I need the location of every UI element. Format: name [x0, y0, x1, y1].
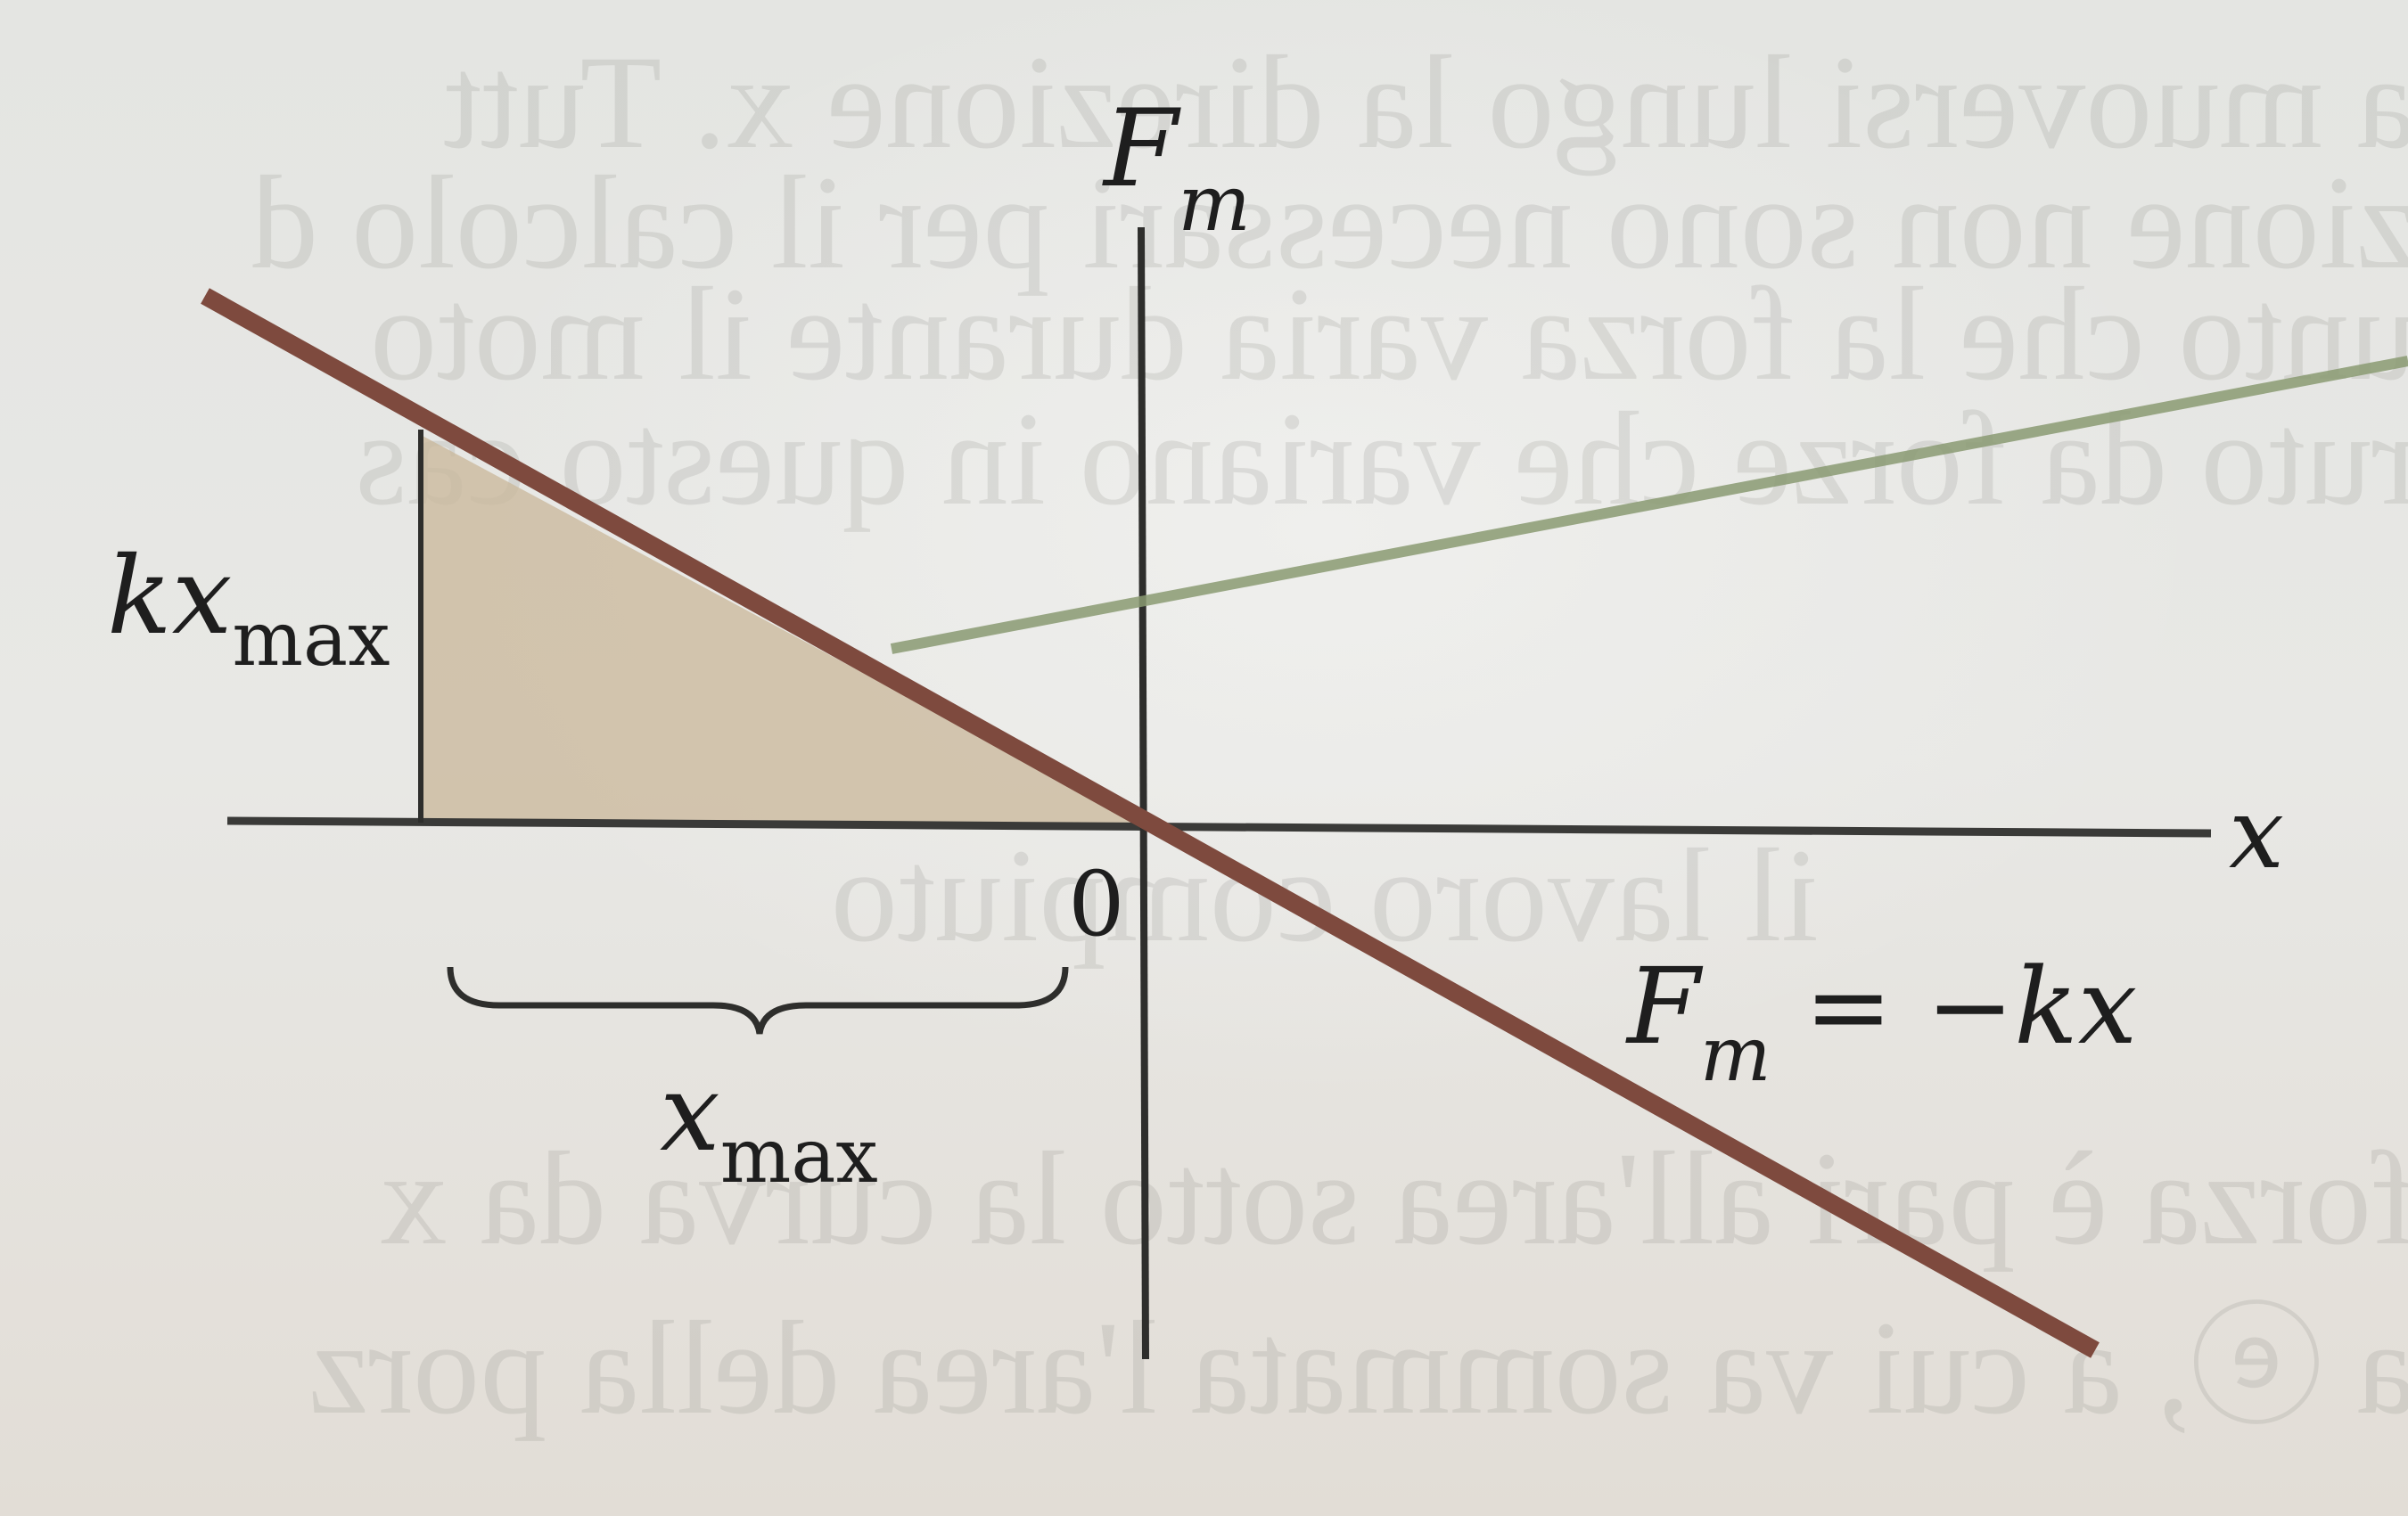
equation-label: Fm = −kx [1627, 954, 2137, 1092]
xmax-label: xmax [660, 1061, 878, 1194]
xmax-label-main: x [660, 1052, 720, 1176]
kxmax-label: kxmax [107, 544, 390, 677]
y-axis-label-main: F [1104, 87, 1179, 211]
bleed-green-line [890, 356, 2408, 654]
origin-label: 0 [1068, 852, 1125, 956]
kxmax-label-sub: max [232, 595, 390, 683]
kxmax-label-main: kx [107, 535, 233, 659]
equation-sub: m [1699, 1011, 1771, 1098]
force-line [201, 288, 2100, 1358]
y-axis-label: Fm [1104, 96, 1251, 243]
xmax-brace [447, 966, 1069, 1035]
y-axis-label-sub: m [1178, 160, 1251, 249]
x-axis-label: x [2229, 776, 2285, 890]
x-axis [226, 816, 2212, 838]
equation-rest: = −kx [1771, 945, 2138, 1068]
xmax-label-sub: max [719, 1112, 878, 1200]
y-axis [1138, 226, 1149, 1360]
equation-f: F [1627, 945, 1700, 1068]
